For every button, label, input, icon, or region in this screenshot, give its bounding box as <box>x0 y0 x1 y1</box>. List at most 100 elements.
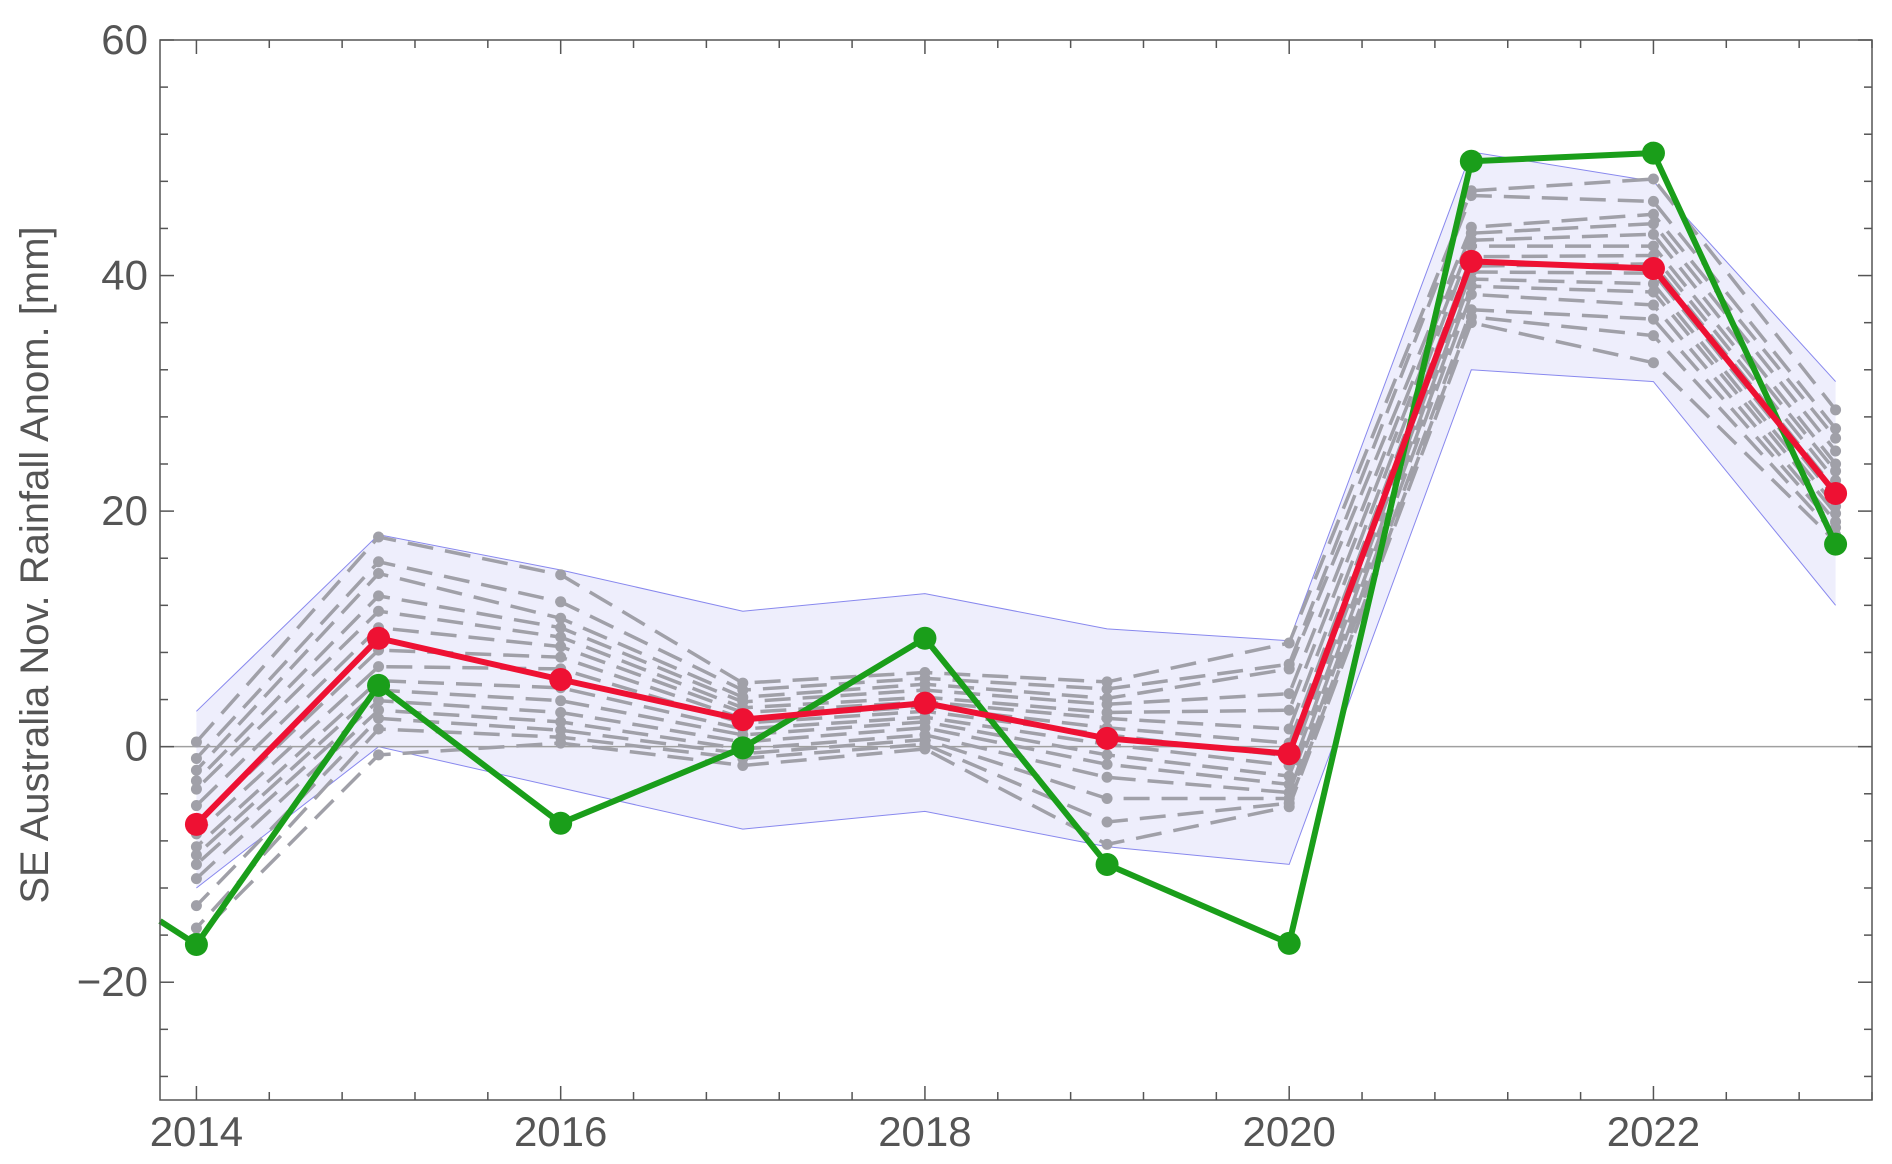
series-1-point <box>184 933 208 957</box>
ensemble-member-line <box>195 244 1837 807</box>
ensemble-point <box>373 749 385 761</box>
x-axis: 2014 2016 2018 2020 2022 <box>150 40 1873 1155</box>
ensemble-member-line <box>195 307 1837 907</box>
ensemble-point <box>1647 330 1659 342</box>
ensemble-point <box>1101 749 1113 761</box>
ensemble-point <box>1101 771 1113 783</box>
ensemble-point <box>1283 801 1295 813</box>
ensemble-point <box>1830 404 1842 416</box>
ensemble-member-line <box>195 277 1837 857</box>
ensemble-point <box>1647 299 1659 311</box>
ensemble-point <box>1283 704 1295 716</box>
highlight-series <box>158 141 1848 957</box>
ensemble-point <box>190 849 202 861</box>
ensemble-point <box>555 622 567 634</box>
ensemble-point <box>1283 688 1295 700</box>
series-1-point <box>367 673 391 697</box>
ensemble-member-line <box>195 314 1837 930</box>
ensemble-point <box>555 631 567 643</box>
ensemble-point <box>555 737 567 749</box>
plot-frame <box>159 39 1873 1101</box>
ensemble-point <box>1830 423 1842 435</box>
ensemble-point <box>1101 838 1113 850</box>
ensemble-point <box>1465 317 1477 329</box>
ensemble-point <box>1283 637 1295 649</box>
ensemble-point <box>555 612 567 624</box>
ensemble-point <box>1465 288 1477 300</box>
ensemble-point <box>190 800 202 812</box>
y-tick-label: 40 <box>101 252 148 299</box>
ensemble-point <box>1647 286 1659 298</box>
ensemble-point <box>1465 280 1477 292</box>
ensemble-point <box>373 712 385 724</box>
ensemble-range-band <box>196 151 1836 889</box>
ensemble-point <box>555 651 567 663</box>
series-2-point <box>731 708 755 732</box>
ensemble-point <box>373 704 385 716</box>
ensemble-member-line <box>195 212 1837 772</box>
ensemble-point <box>1101 683 1113 695</box>
y-tick-label: 20 <box>101 487 148 534</box>
series-2-point <box>913 691 937 715</box>
y-tick-label: −20 <box>77 958 148 1005</box>
ensemble-member-line <box>195 193 1837 760</box>
series-2-point <box>184 812 208 836</box>
ensemble-point <box>190 775 202 787</box>
ensemble-member-line <box>195 232 1837 791</box>
y-tick-label: 0 <box>125 723 148 770</box>
y-axis-label: SE Australia Nov. Rainfall Anom. [mm] <box>13 226 57 903</box>
series-2-point <box>1459 249 1483 273</box>
ensemble-point <box>1465 240 1477 252</box>
ensemble-point <box>1647 173 1659 185</box>
ensemble-point <box>373 556 385 568</box>
ensemble-point <box>1647 278 1659 290</box>
series-2-point <box>549 668 573 692</box>
ensemble-point <box>1830 465 1842 477</box>
ensemble-point <box>1647 228 1659 240</box>
ensemble-point <box>1101 792 1113 804</box>
ensemble-member-line <box>195 284 1837 866</box>
ensemble-point <box>1647 195 1659 207</box>
ensemble-point <box>373 531 385 543</box>
series-2-point <box>1095 726 1119 750</box>
series-1-point <box>1459 149 1483 173</box>
ensemble-point <box>1647 240 1659 252</box>
ensemble-point <box>1465 189 1477 201</box>
ensemble-point <box>1647 218 1659 230</box>
series-2-point <box>367 626 391 650</box>
plot-border <box>159 39 1873 1101</box>
ensemble-point <box>190 783 202 795</box>
ensemble-member-line <box>195 320 1837 939</box>
ensemble-point <box>1101 816 1113 828</box>
ensemble-point <box>1101 698 1113 710</box>
ensemble-point <box>190 841 202 853</box>
ensemble-point <box>373 605 385 617</box>
ensemble-point <box>373 723 385 735</box>
ensemble-point <box>373 661 385 673</box>
series-1-point <box>913 626 937 650</box>
ensemble-member-line <box>195 270 1837 849</box>
band-upper-edge <box>196 151 1836 712</box>
x-tick-label: 2018 <box>878 1108 971 1155</box>
y-tick-label: 60 <box>101 16 148 63</box>
ensemble-point <box>190 752 202 764</box>
ensemble-point <box>1101 712 1113 724</box>
x-tick-label: 2016 <box>514 1108 607 1155</box>
band-lower-edge <box>196 369 1836 889</box>
ensemble-point <box>1647 208 1659 220</box>
ensemble-point <box>190 764 202 776</box>
ensemble-point <box>1830 445 1842 457</box>
ensemble-point <box>373 695 385 707</box>
ensemble-point <box>919 743 931 755</box>
series-1-point <box>1641 141 1665 165</box>
series-2-point <box>1641 256 1665 280</box>
series-1-point <box>549 811 573 835</box>
ensemble-point <box>555 596 567 608</box>
series-1-point <box>1277 931 1301 955</box>
series-1-point <box>1824 532 1848 556</box>
ensemble-point <box>737 760 749 772</box>
ensemble-point <box>190 922 202 934</box>
ensemble-point <box>1283 663 1295 675</box>
